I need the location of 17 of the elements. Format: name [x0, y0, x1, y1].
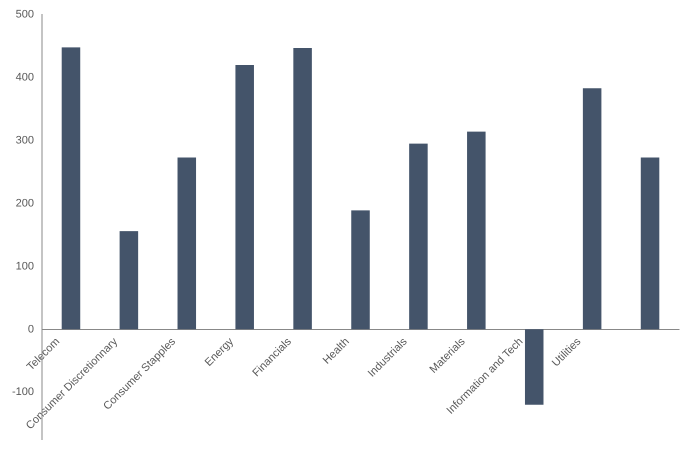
y-tick-label: 200 [16, 197, 34, 210]
bar [235, 64, 254, 330]
bar [524, 329, 544, 405]
bar [351, 210, 370, 330]
bar [62, 47, 80, 330]
bar [120, 231, 138, 330]
y-tick-label: 500 [16, 8, 34, 21]
bar [467, 132, 486, 330]
bar [409, 144, 428, 330]
bar [293, 48, 312, 330]
y-tick-label: 400 [16, 72, 34, 84]
bar [640, 157, 660, 330]
y-tick-label: 0 [28, 323, 34, 336]
bar [582, 88, 602, 330]
bar [178, 157, 196, 330]
y-tick-label: 100 [16, 260, 34, 272]
y-tick-label: 300 [16, 134, 34, 146]
